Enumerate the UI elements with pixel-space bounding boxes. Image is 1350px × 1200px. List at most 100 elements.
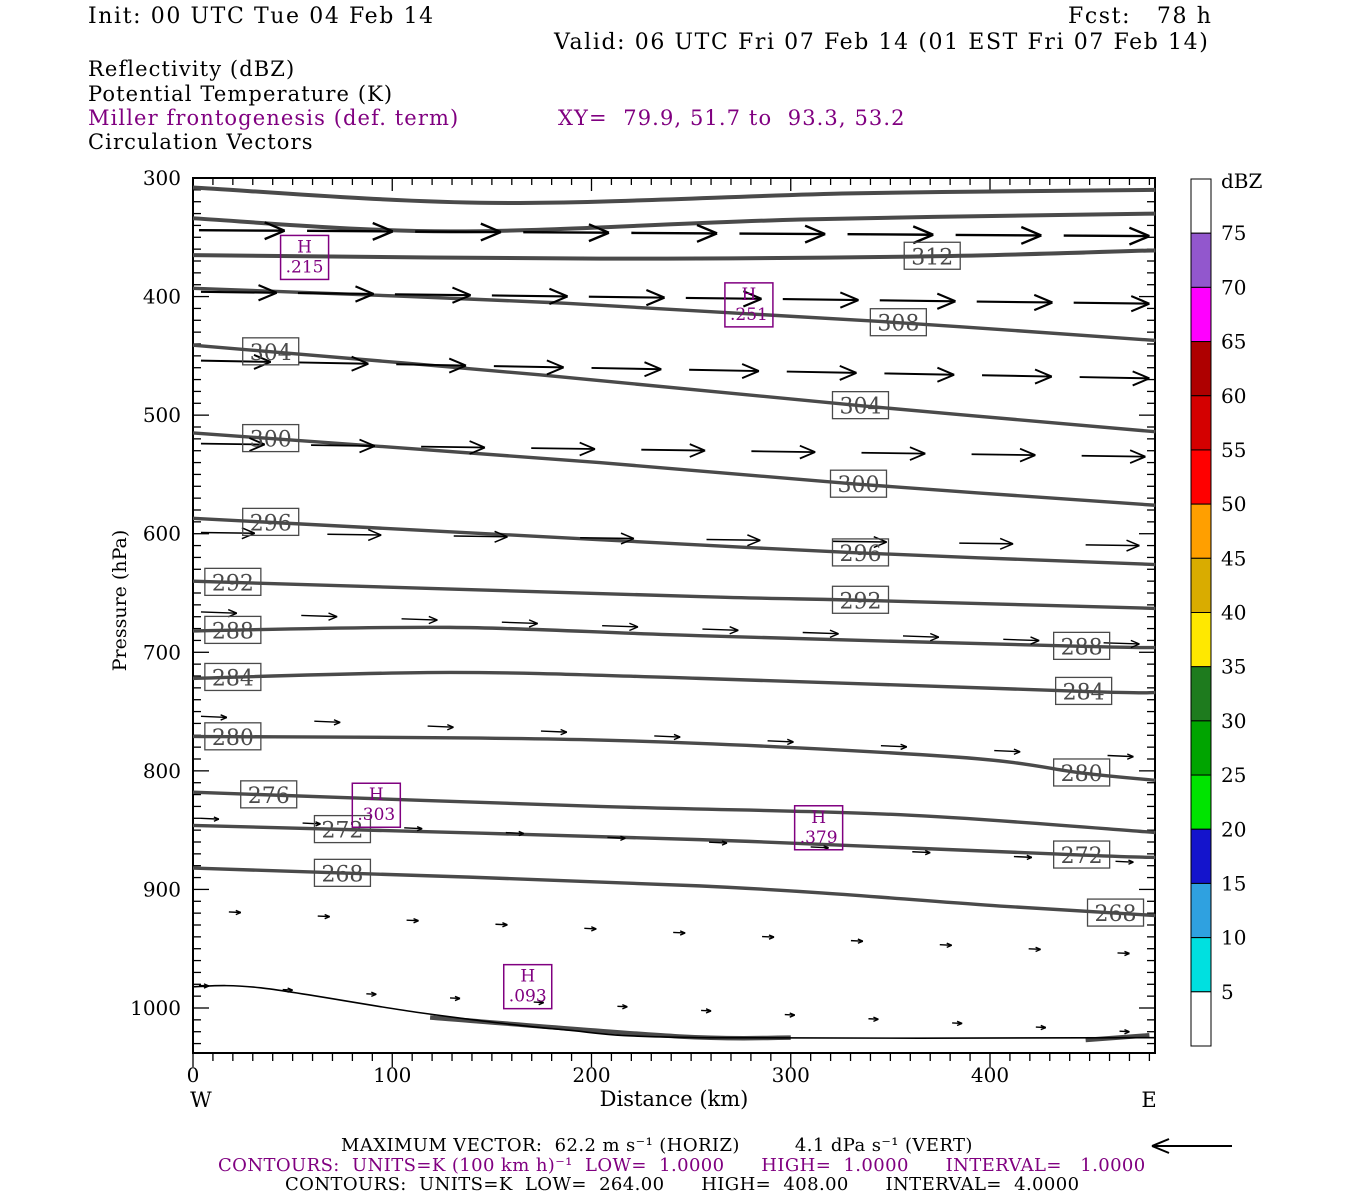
vector-head	[839, 291, 859, 302]
vector-head	[804, 224, 826, 236]
vector-head	[1026, 856, 1033, 861]
vector-head	[747, 539, 761, 547]
vector-head	[428, 615, 438, 621]
vector-head	[936, 292, 956, 303]
vector-head	[705, 1010, 712, 1014]
vector-head	[629, 626, 639, 632]
contour-label: 312	[911, 245, 953, 270]
vector-head	[1124, 952, 1130, 957]
vector-head	[1129, 455, 1146, 464]
colorbar-cell	[1190, 612, 1212, 668]
vector-head	[560, 731, 568, 736]
colorbar-cell	[1190, 882, 1212, 939]
theta-contour-276	[192, 790, 1156, 835]
contour-label: 292	[212, 571, 254, 596]
vector-shaft	[786, 370, 857, 374]
vector-shaft	[994, 749, 1021, 753]
theta-contour-312	[192, 248, 1156, 261]
vector-head	[1013, 748, 1021, 753]
vector-head	[742, 290, 762, 300]
vector-head	[518, 832, 525, 837]
vector-head	[448, 357, 467, 367]
vector-head	[946, 944, 953, 949]
vector-head	[371, 993, 377, 998]
y-tick-label: 800	[143, 759, 181, 783]
colorbar-tick-label: 45	[1221, 546, 1246, 570]
frontogenesis-max-symbol: H	[811, 808, 826, 828]
vector-head	[936, 300, 956, 310]
frontogenesis-max-value: .251	[730, 305, 768, 325]
vector-head	[924, 851, 931, 856]
vector-head	[909, 446, 926, 455]
y-axis-title: Pressure (hPa)	[109, 530, 131, 672]
vector-shaft	[394, 293, 471, 297]
plot-frame-group	[192, 177, 1156, 1054]
x-axis: 0 100 200 300 400 W E Distance (km)	[187, 178, 1157, 1112]
vector-head	[315, 823, 321, 827]
vector-head	[679, 932, 686, 936]
theta-contour-296	[192, 516, 1156, 567]
contour-label: 308	[877, 312, 919, 337]
colorbar-tick-label: 55	[1221, 438, 1246, 462]
contour-label: 284	[212, 666, 254, 691]
colorbar-tick-label: 25	[1221, 763, 1246, 787]
colorbar-tick-label: 75	[1221, 221, 1246, 245]
vector-shaft	[706, 538, 761, 542]
colorbar-cell	[1190, 232, 1212, 288]
vector-shaft	[654, 735, 681, 738]
colorbar-tick-label: 40	[1221, 601, 1246, 625]
theta-contour-268	[192, 866, 1156, 918]
vector-shaft	[421, 445, 485, 449]
contour-label: 300	[250, 428, 292, 453]
vector-head	[645, 296, 665, 307]
vector-head	[579, 448, 596, 457]
vector-shaft	[415, 230, 501, 234]
y-tick-label: 400	[143, 285, 181, 309]
vector-head	[372, 230, 394, 241]
contour-labels: 312 308 304 304 300 300 296 296 292 292 288 288 284 2…	[204, 241, 1145, 927]
vector-head	[1130, 295, 1150, 305]
vector-shaft	[955, 233, 1042, 237]
contour-label-box	[313, 814, 372, 844]
vector-shaft	[501, 621, 538, 625]
vector-head	[873, 1018, 879, 1022]
vector-head	[644, 368, 662, 378]
contour-label-box	[903, 241, 961, 270]
reference-arrow-head	[1151, 1145, 1170, 1154]
vector-shaft	[810, 846, 829, 849]
vector-head	[452, 286, 472, 297]
x-tick-label: 0	[187, 1063, 200, 1087]
contour-label-box	[204, 615, 262, 645]
frontogenesis-max-symbol: H	[369, 785, 384, 805]
vector-shaft	[301, 614, 338, 618]
contour-label: 296	[250, 511, 292, 536]
contour-label: 288	[212, 619, 254, 644]
colorbar-cell	[1190, 395, 1212, 451]
vector-shaft	[302, 822, 321, 825]
vector-head	[359, 445, 376, 454]
vector-shaft	[982, 374, 1052, 378]
colorbar-tick-label: 35	[1221, 655, 1246, 679]
contour-label: 304	[250, 341, 292, 366]
y-tick-label: 1000	[130, 996, 181, 1020]
vector-head	[829, 629, 839, 635]
vector-head	[235, 911, 242, 916]
colorbar-cell	[1190, 937, 1212, 993]
vector-head	[929, 632, 940, 638]
vector-head	[528, 622, 538, 628]
contour-label-box	[831, 391, 890, 420]
vector-head	[372, 221, 394, 233]
vector-head	[447, 723, 454, 728]
vector-head	[328, 612, 338, 618]
vector-head	[253, 353, 272, 363]
vector-shaft	[493, 365, 564, 369]
vector-head	[1128, 861, 1134, 865]
vector-shaft	[327, 533, 382, 536]
vector-head	[909, 452, 926, 461]
vector-shaft	[200, 817, 219, 820]
init-time-label: Init: 00 UTC Tue 04 Feb 14	[88, 4, 435, 29]
vector-head	[829, 633, 839, 638]
vector-shaft	[976, 300, 1053, 304]
vector-shaft	[200, 290, 277, 294]
